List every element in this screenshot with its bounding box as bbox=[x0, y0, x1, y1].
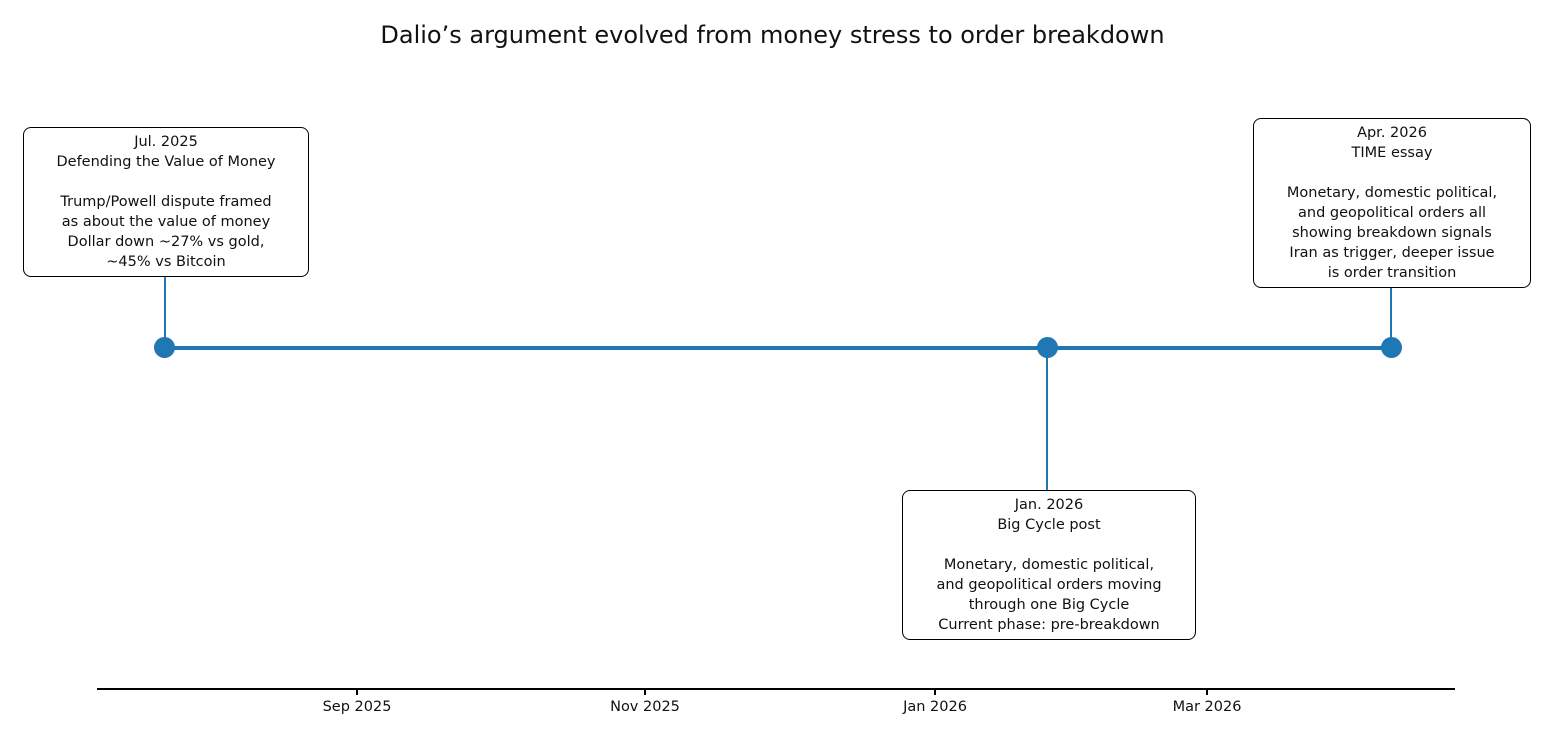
event-date: Jul. 2025 bbox=[134, 134, 198, 150]
x-axis-tick bbox=[934, 690, 936, 695]
event-detail-line: Dollar down ~27% vs gold, bbox=[67, 234, 265, 250]
event-date: Jan. 2026 bbox=[1014, 497, 1084, 513]
event-2-marker-dot bbox=[1037, 337, 1058, 358]
event-3-marker-dot bbox=[1381, 337, 1402, 358]
event-detail-line: is order transition bbox=[1327, 265, 1457, 281]
event-box-jul-2025: Jul. 2025 Defending the Value of Money T… bbox=[23, 127, 309, 277]
x-axis-tick bbox=[644, 690, 646, 695]
event-label: Big Cycle post bbox=[997, 517, 1101, 533]
timeline-line bbox=[165, 346, 1392, 350]
blank-line bbox=[909, 535, 1189, 555]
event-detail-line: Current phase: pre-breakdown bbox=[938, 617, 1160, 633]
x-axis-line bbox=[97, 688, 1455, 690]
event-date: Apr. 2026 bbox=[1357, 125, 1427, 141]
event-detail-line: Monetary, domestic political, bbox=[1286, 185, 1498, 201]
blank-line bbox=[30, 172, 302, 192]
event-2-connector-line bbox=[1046, 348, 1048, 490]
event-3-connector-line bbox=[1390, 286, 1392, 348]
event-detail-line: Monetary, domestic political, bbox=[943, 557, 1155, 573]
event-label: TIME essay bbox=[1351, 145, 1433, 161]
x-axis-tick-label: Sep 2025 bbox=[322, 699, 392, 715]
x-axis-tick-label: Jan 2026 bbox=[903, 699, 967, 715]
event-detail-line: ~45% vs Bitcoin bbox=[106, 254, 226, 270]
event-detail-line: and geopolitical orders all bbox=[1298, 205, 1486, 221]
event-detail-line: Trump/Powell dispute framed bbox=[60, 194, 272, 210]
event-detail-line: showing breakdown signals bbox=[1292, 225, 1492, 241]
x-axis-tick bbox=[1206, 690, 1208, 695]
event-1-connector-line bbox=[164, 276, 166, 348]
event-detail-line: as about the value of money bbox=[61, 214, 271, 230]
event-detail-line: Iran as trigger, deeper issue bbox=[1289, 245, 1495, 261]
x-axis-tick-label: Mar 2026 bbox=[1172, 699, 1242, 715]
event-detail-line: and geopolitical orders moving bbox=[936, 577, 1162, 593]
event-box-jan-2026: Jan. 2026 Big Cycle post Monetary, domes… bbox=[902, 490, 1196, 640]
blank-line bbox=[1260, 163, 1524, 183]
event-box-apr-2026: Apr. 2026 TIME essay Monetary, domestic … bbox=[1253, 118, 1531, 288]
x-axis-tick bbox=[356, 690, 358, 695]
chart-title: Dalio’s argument evolved from money stre… bbox=[380, 21, 1165, 49]
x-axis-tick-label: Nov 2025 bbox=[610, 699, 680, 715]
event-label: Defending the Value of Money bbox=[56, 154, 276, 170]
event-1-marker-dot bbox=[154, 337, 175, 358]
event-detail-line: through one Big Cycle bbox=[968, 597, 1130, 613]
